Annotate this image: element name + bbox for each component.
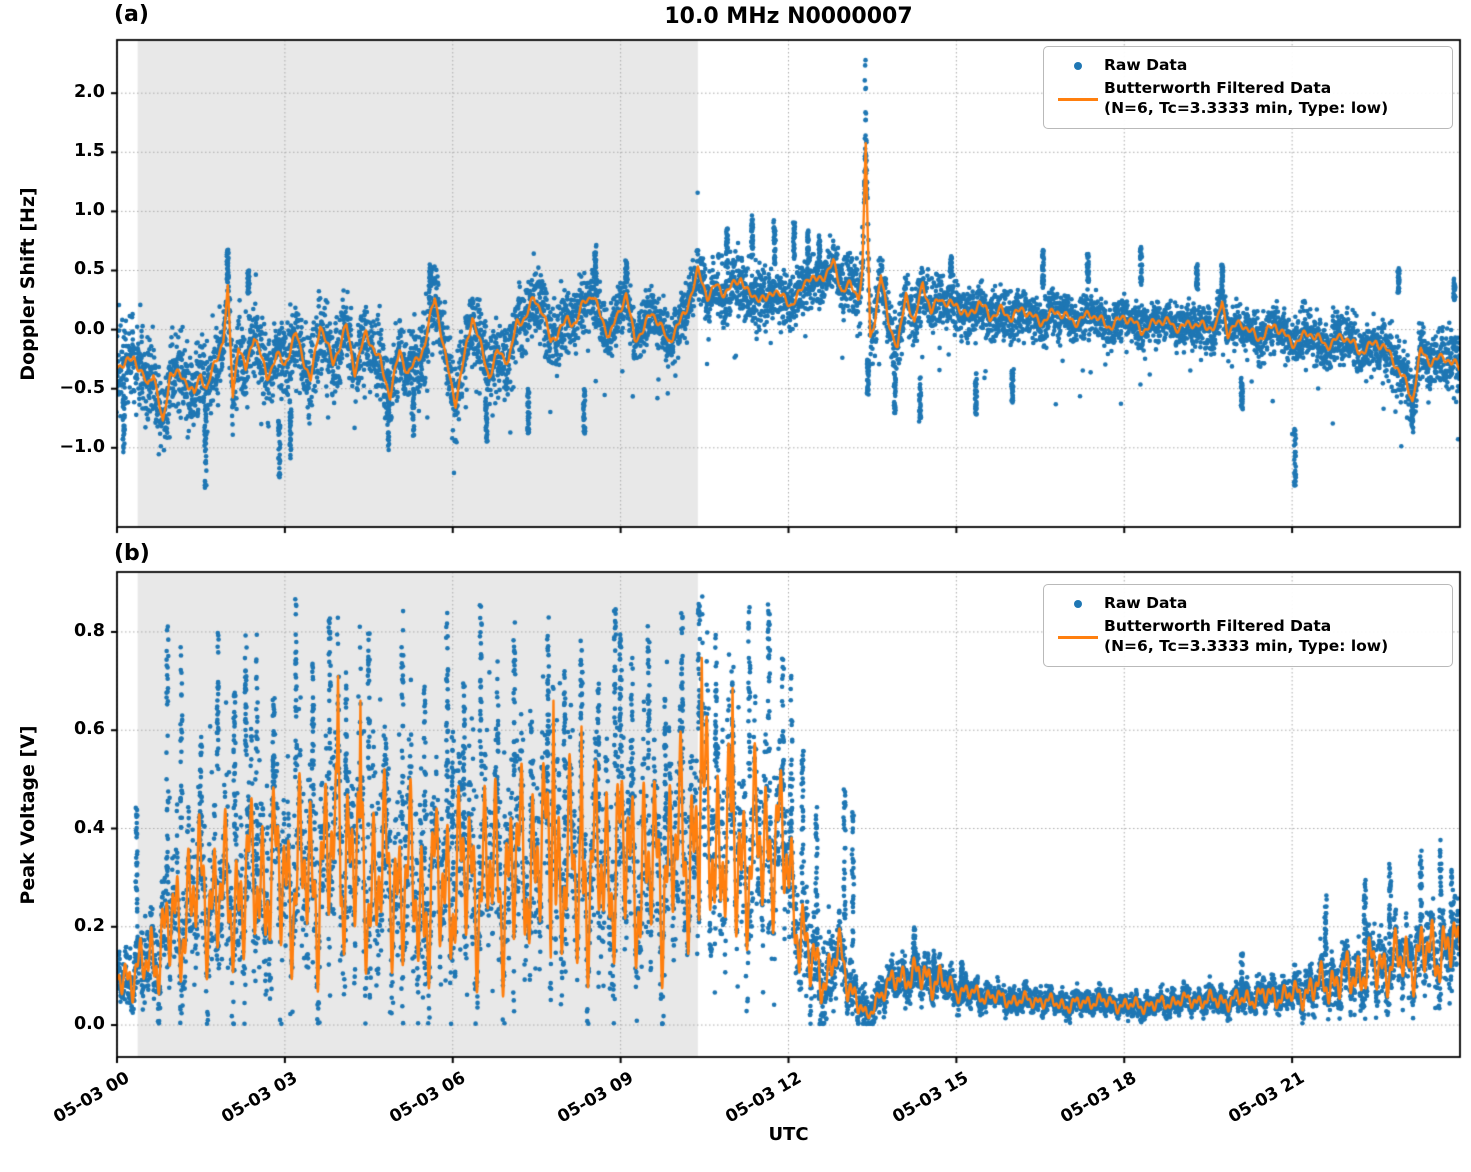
y-tick-label-panel-a: 1.0 xyxy=(73,200,105,221)
legend-filtered-params: (N=6, Tc=3.3333 min, Type: low) xyxy=(1104,99,1389,118)
y-tick-label-panel-a: 2.0 xyxy=(73,82,105,103)
panel-a-label: (a) xyxy=(114,2,149,27)
legend-filtered-params: (N=6, Tc=3.3333 min, Type: low) xyxy=(1104,637,1389,656)
filtered-line-icon xyxy=(1058,635,1098,639)
panel-b-label: (b) xyxy=(114,541,150,566)
chart-title: 10.0 MHz N0000007 xyxy=(664,4,913,29)
y-tick-label-panel-b: 0.4 xyxy=(73,817,105,838)
legend-raw-label: Raw Data xyxy=(1104,56,1188,74)
legend-row-filtered: Butterworth Filtered Data (N=6, Tc=3.333… xyxy=(1052,616,1442,658)
legend-filtered-label: Butterworth Filtered Data xyxy=(1104,617,1332,635)
legend-row-filtered: Butterworth Filtered Data (N=6, Tc=3.333… xyxy=(1052,78,1442,120)
legend-panel-b: Raw Data Butterworth Filtered Data (N=6,… xyxy=(1043,584,1453,667)
y-tick-label-panel-a: 1.5 xyxy=(73,141,105,162)
legend-panel-a: Raw Data Butterworth Filtered Data (N=6,… xyxy=(1043,46,1453,129)
y-tick-label-panel-b: 0.0 xyxy=(73,1014,105,1035)
y-tick-label-panel-a: −0.5 xyxy=(59,377,105,398)
legend-filtered-label: Butterworth Filtered Data xyxy=(1104,79,1332,97)
y-tick-label-panel-b: 0.8 xyxy=(73,620,105,641)
y-axis-label-voltage: Peak Voltage [V] xyxy=(17,725,39,905)
y-tick-label-panel-a: −1.0 xyxy=(59,436,105,457)
raw-data-marker-icon xyxy=(1074,600,1082,608)
legend-raw-label: Raw Data xyxy=(1104,594,1188,612)
legend-row-raw: Raw Data xyxy=(1052,593,1442,615)
legend-row-raw: Raw Data xyxy=(1052,55,1442,77)
y-tick-label-panel-b: 0.2 xyxy=(73,915,105,936)
filtered-line-icon xyxy=(1058,97,1098,101)
raw-data-marker-icon xyxy=(1074,62,1082,70)
x-axis-label: UTC xyxy=(768,1124,809,1145)
y-tick-label-panel-b: 0.6 xyxy=(73,719,105,740)
y-tick-label-panel-a: 0.5 xyxy=(73,259,105,280)
y-tick-label-panel-a: 0.0 xyxy=(73,318,105,339)
